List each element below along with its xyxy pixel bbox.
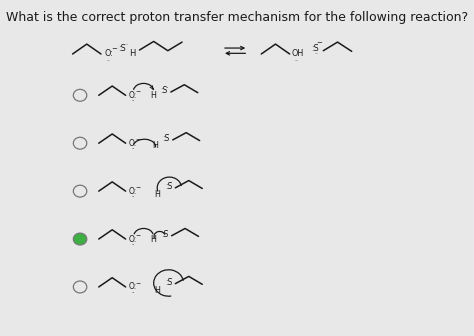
Text: −: − [136,88,141,93]
Text: :S: :S [163,134,170,143]
Text: :S: :S [118,44,126,52]
Text: ..: .. [170,275,173,280]
Text: ..: .. [131,97,135,102]
Text: :S: :S [311,44,319,52]
Text: ..: .. [131,241,135,246]
Text: ..: .. [107,57,110,62]
Text: −: − [136,136,141,141]
Text: :S: :S [161,229,168,239]
Text: What is the correct proton transfer mechanism for the following reaction?: What is the correct proton transfer mech… [6,11,468,24]
Text: −: − [111,46,117,52]
Text: ..: .. [294,57,299,62]
Text: ..: .. [314,50,318,55]
Text: OH: OH [292,49,304,58]
Text: ..: .. [165,84,168,89]
Text: H: H [155,190,160,199]
Text: H: H [153,141,158,151]
Text: −: − [136,232,141,237]
Text: ..: .. [166,227,169,232]
Text: :S: :S [165,278,172,287]
Text: H: H [151,91,156,100]
Text: ..: .. [131,193,135,198]
Text: :S: :S [161,86,168,95]
Text: −: − [136,184,141,189]
Text: ..: .. [167,131,170,136]
Text: O:: O: [129,91,137,100]
Text: ..: .. [131,289,135,294]
Text: H: H [129,49,136,58]
Text: ..: .. [131,145,135,150]
Text: :S: :S [165,182,172,191]
Text: O:: O: [129,186,137,196]
Circle shape [73,233,87,245]
Text: O:: O: [129,139,137,148]
Text: −: − [316,40,322,46]
Text: −: − [136,280,141,285]
Text: ..: .. [170,179,173,184]
Text: O:: O: [105,49,114,58]
Text: O:: O: [129,235,137,244]
Text: H: H [151,235,156,244]
Text: ..: .. [124,41,128,46]
Text: H: H [155,286,160,295]
Text: O:: O: [129,283,137,291]
